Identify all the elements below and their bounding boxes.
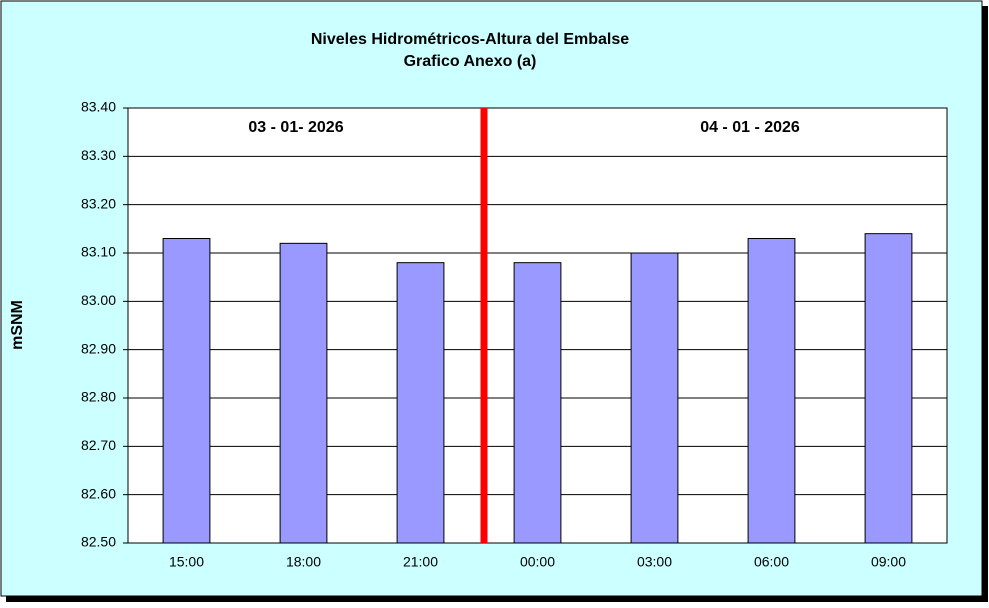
y-tick-label: 83.40	[81, 99, 116, 115]
x-tick-label: 15:00	[169, 554, 204, 570]
bar	[162, 238, 211, 544]
x-tick-label: 03:00	[637, 554, 672, 570]
bar	[630, 252, 679, 544]
bar	[747, 238, 796, 544]
y-tick-label: 83.30	[81, 147, 116, 163]
y-tick-label: 83.00	[81, 292, 116, 308]
chart-title: Niveles Hidrométricos-Altura del Embalse	[311, 31, 629, 48]
x-tick-label: 06:00	[754, 554, 789, 570]
bar	[864, 233, 913, 544]
annotation: 04 - 01 - 2026	[700, 119, 800, 136]
y-axis-label: mSNM	[9, 300, 26, 350]
y-tick-label: 82.80	[81, 389, 116, 405]
bar	[513, 262, 562, 544]
chart-subtitle: Grafico Anexo (a)	[404, 53, 537, 70]
x-tick-label: 18:00	[286, 554, 321, 570]
annotation: 03 - 01- 2026	[248, 119, 343, 136]
y-tick-label: 82.90	[81, 340, 116, 356]
y-tick-label: 83.20	[81, 195, 116, 211]
y-tick-label: 82.50	[81, 534, 116, 550]
x-tick-label: 00:00	[520, 554, 555, 570]
y-tick-label: 83.10	[81, 244, 116, 260]
x-tick-label: 09:00	[871, 554, 906, 570]
y-tick-label: 82.70	[81, 437, 116, 453]
bar	[279, 242, 328, 544]
x-tick-label: 21:00	[403, 554, 438, 570]
y-tick-label: 82.60	[81, 485, 116, 501]
bar	[396, 262, 445, 544]
